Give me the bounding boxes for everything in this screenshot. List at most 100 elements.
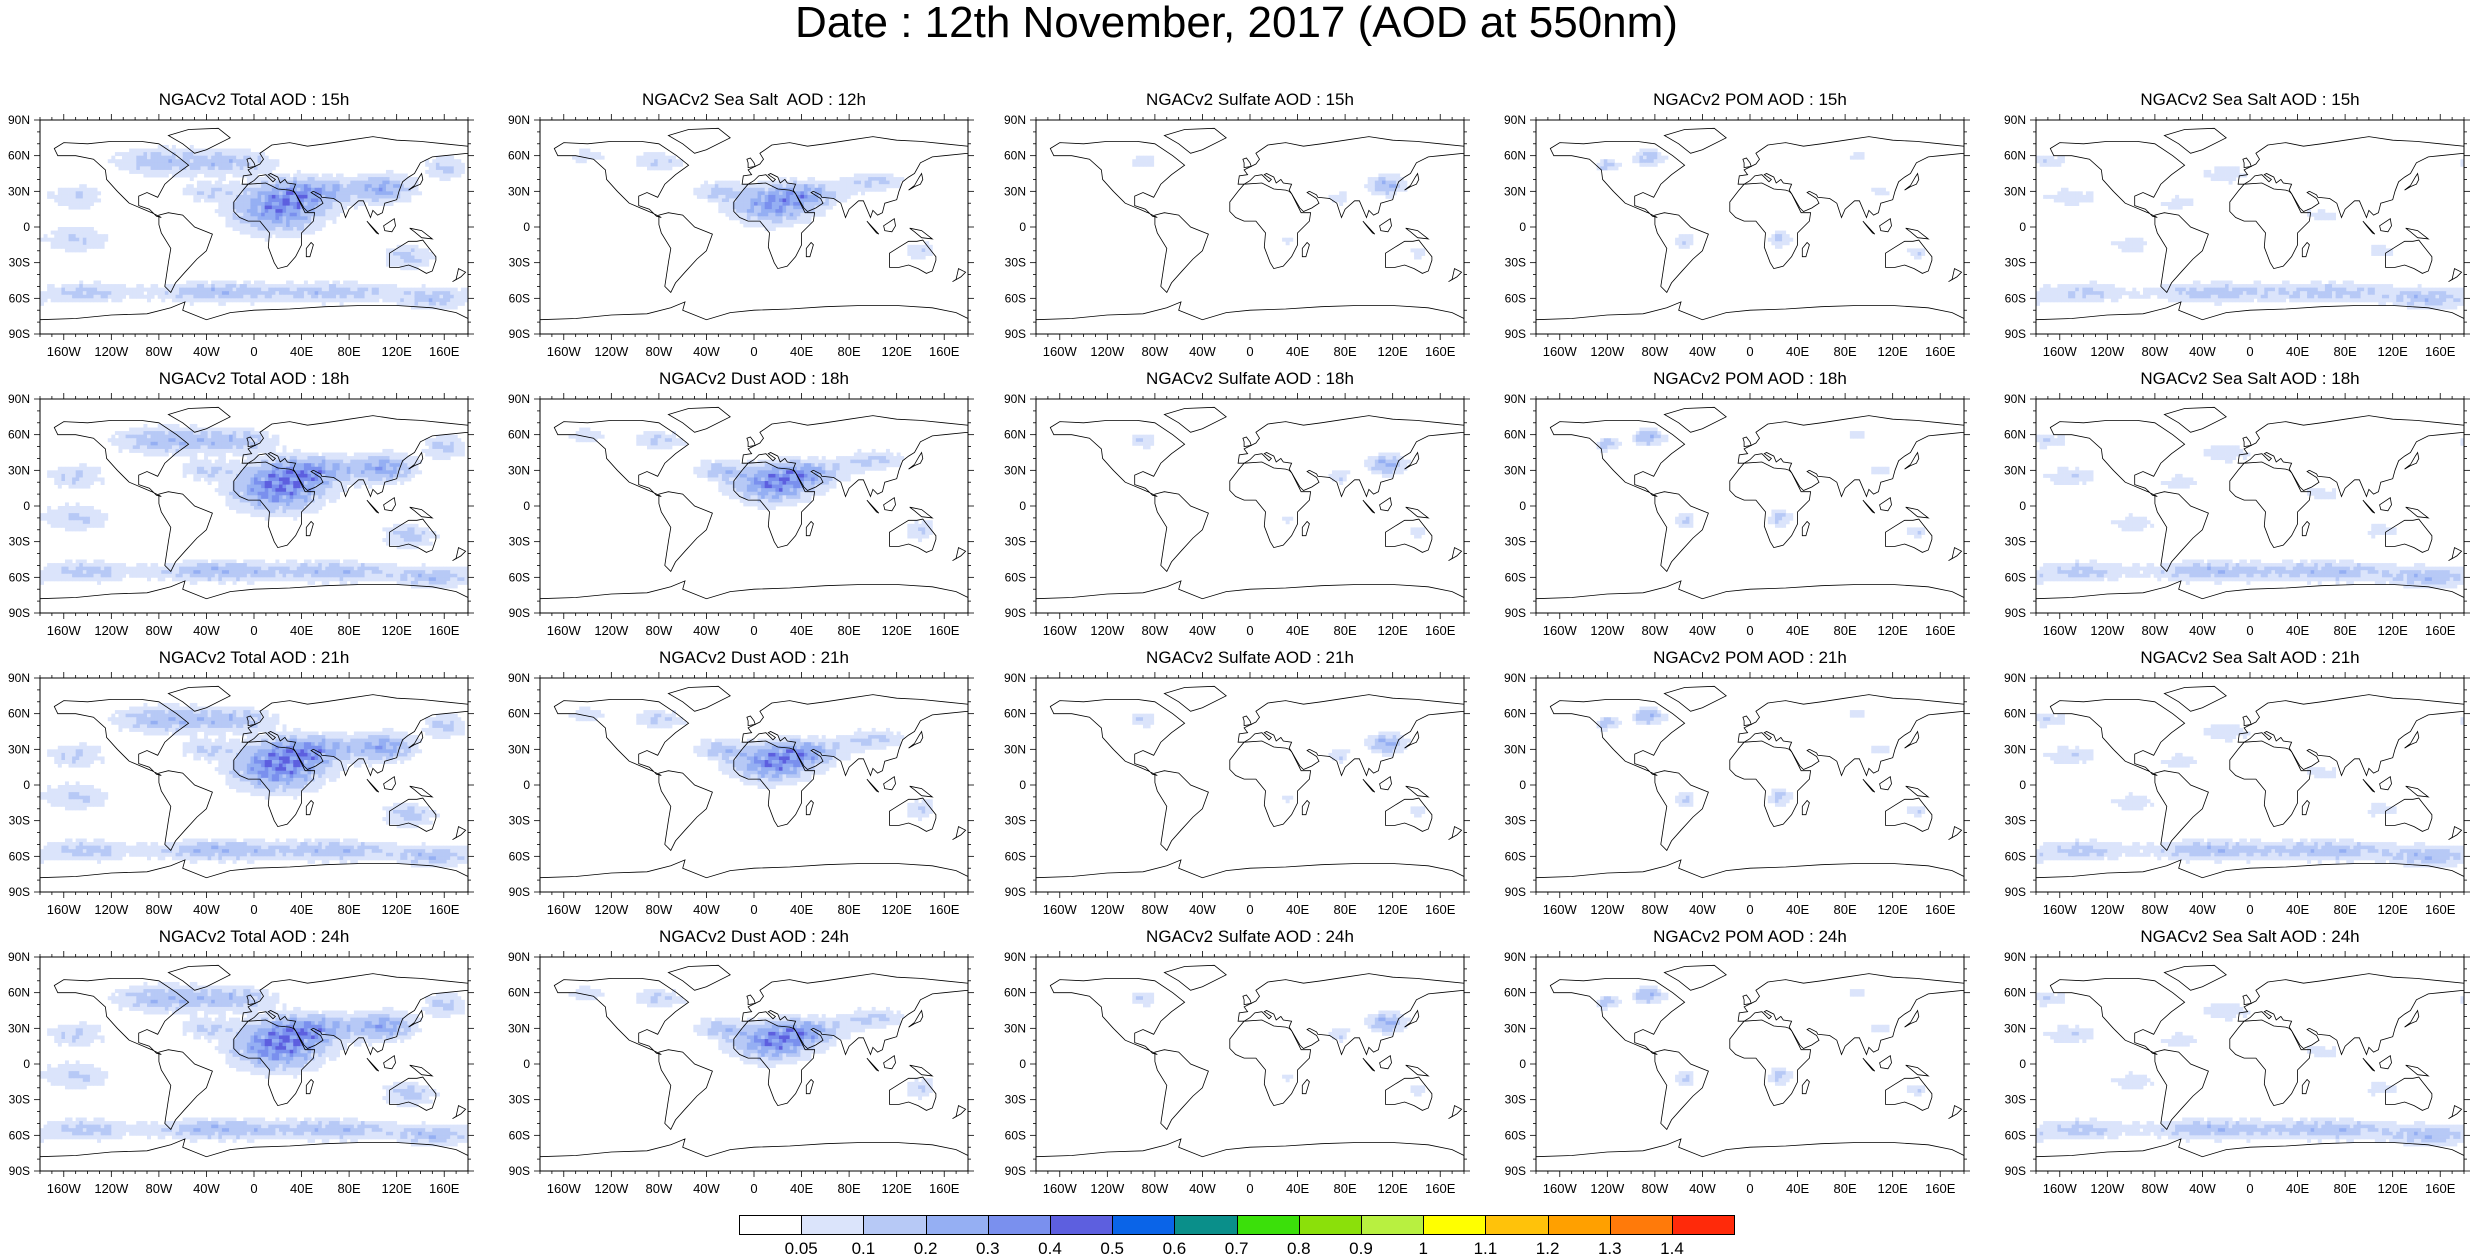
lat-label: 0 xyxy=(1519,220,1526,234)
aod-cell xyxy=(68,287,73,292)
aod-cell xyxy=(432,287,437,292)
aod-cell xyxy=(189,280,194,285)
aod-shading xyxy=(2036,155,2465,310)
lon-label: 160E xyxy=(1925,344,1956,359)
aod-cell xyxy=(450,291,455,296)
aod-cell xyxy=(328,463,333,468)
aod-cell xyxy=(2189,291,2194,296)
aod-cell xyxy=(72,477,77,482)
aod-cell xyxy=(318,280,323,285)
aod-cell xyxy=(446,434,451,439)
aod-cell xyxy=(821,202,826,206)
aod-cell xyxy=(139,448,144,453)
aod-cell xyxy=(393,463,398,468)
aod-cell xyxy=(2357,294,2361,299)
aod-cell xyxy=(418,294,423,299)
aod-cell xyxy=(421,251,426,256)
aod-cell xyxy=(2167,294,2172,299)
aod-cell xyxy=(164,144,169,149)
aod-cell xyxy=(229,155,233,160)
aod-cell xyxy=(307,484,312,489)
aod-cell xyxy=(61,481,66,485)
aod-cell xyxy=(714,187,719,192)
aod-cell xyxy=(761,184,766,189)
aod-cell xyxy=(2242,298,2247,303)
aod-cell xyxy=(2075,294,2080,299)
aod-cell xyxy=(2385,251,2390,256)
coastline xyxy=(2448,268,2463,283)
aod-cell xyxy=(175,169,180,174)
aod-cell xyxy=(278,198,283,203)
aod-cell xyxy=(421,287,426,292)
aod-cell xyxy=(1860,152,1865,157)
aod-cell xyxy=(2310,298,2315,303)
aod-cell xyxy=(318,463,323,468)
aod-cell xyxy=(211,148,216,153)
lon-label: 80E xyxy=(838,344,861,359)
aod-cell xyxy=(239,466,244,471)
aod-cell xyxy=(182,431,187,436)
aod-cell xyxy=(289,298,294,303)
aod-cell xyxy=(254,234,258,239)
aod-cell xyxy=(72,237,77,242)
aod-cell xyxy=(775,180,780,185)
aod-cell xyxy=(43,237,48,242)
aod-cell xyxy=(2192,280,2197,285)
aod-cell xyxy=(2406,305,2411,310)
aod-cell xyxy=(1339,198,1344,203)
aod-cell xyxy=(82,248,87,253)
aod-cell xyxy=(811,177,816,182)
aod-cell xyxy=(125,291,130,296)
aod-cell xyxy=(157,423,162,428)
aod-cell xyxy=(2246,294,2251,299)
aod-cell xyxy=(189,144,194,149)
aod-cell xyxy=(343,291,348,296)
aod-cell xyxy=(132,169,137,174)
aod-cell xyxy=(353,484,358,489)
aod-cell xyxy=(453,441,458,446)
aod-cell xyxy=(439,166,444,171)
aod-cell xyxy=(236,212,241,217)
aod-cell xyxy=(47,291,52,296)
aod-cell xyxy=(136,287,141,292)
aod-cell xyxy=(54,473,59,478)
aod-cell xyxy=(143,431,148,436)
aod-cell xyxy=(261,298,266,303)
aod-cell xyxy=(2164,284,2169,289)
aod-cell xyxy=(278,470,283,475)
aod-cell xyxy=(346,187,351,192)
aod-cell xyxy=(318,212,323,217)
aod-cell xyxy=(396,198,401,203)
aod-cell xyxy=(1381,173,1386,178)
aod-cell xyxy=(803,198,808,203)
aod-cell xyxy=(314,194,319,199)
aod-cell xyxy=(2371,298,2376,303)
aod-cell xyxy=(2089,198,2094,203)
aod-cell xyxy=(2182,287,2187,292)
aod-cell xyxy=(1657,155,1662,160)
aod-cell xyxy=(278,294,283,299)
aod-cell xyxy=(361,202,365,206)
aod-cell xyxy=(2060,284,2065,289)
aod-cell xyxy=(278,184,283,189)
aod-cell xyxy=(336,209,340,214)
aod-cell xyxy=(300,198,305,203)
aod-cell xyxy=(647,159,651,164)
aod-cell xyxy=(818,205,823,210)
aod-cell xyxy=(885,184,890,189)
aod-cell xyxy=(111,438,116,443)
aod-cell xyxy=(350,180,355,185)
aod-cell xyxy=(2399,298,2404,303)
aod-cell xyxy=(100,477,105,482)
aod-cell xyxy=(2068,191,2073,196)
aod-cell xyxy=(761,219,766,224)
aod-cell xyxy=(296,169,301,174)
aod-cell xyxy=(264,202,269,206)
aod-cell xyxy=(796,180,801,185)
aod-cell xyxy=(264,445,269,450)
aod-cell xyxy=(1874,191,1879,196)
aod-cell xyxy=(2125,244,2130,249)
aod-cell xyxy=(460,166,465,171)
aod-cell xyxy=(129,441,134,446)
aod-cell xyxy=(1657,152,1662,157)
